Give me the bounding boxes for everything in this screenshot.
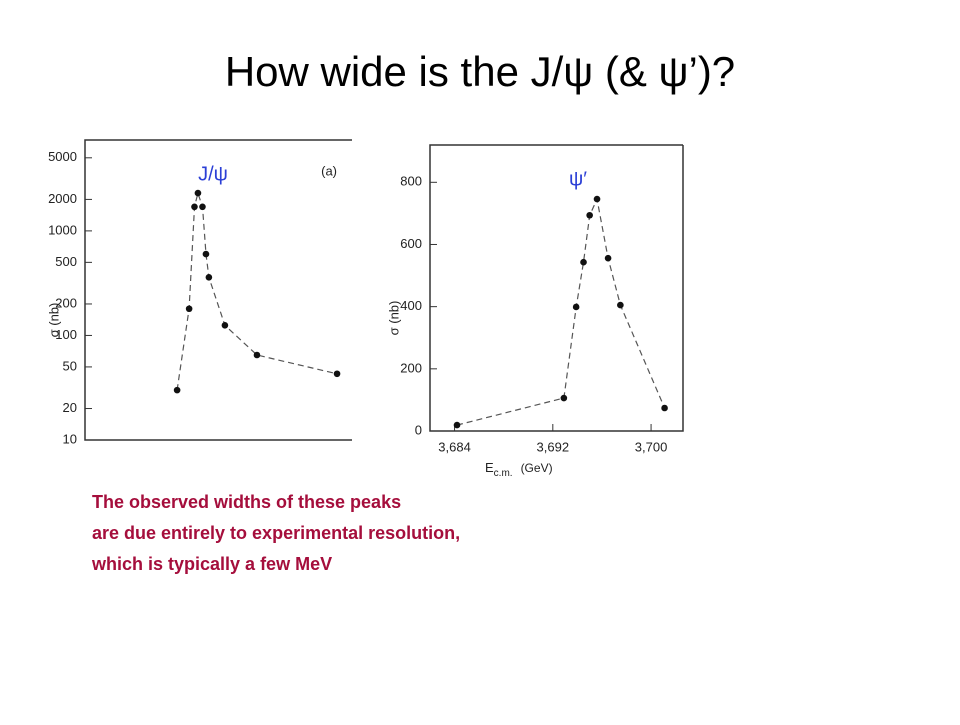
data-point (572, 303, 580, 311)
y-tick-label: 20 (63, 400, 77, 415)
y-tick-label: 200 (400, 360, 422, 375)
data-point (586, 211, 593, 219)
data-point (205, 273, 213, 281)
data-point (580, 258, 587, 266)
fit-curve (456, 197, 666, 426)
note-line: which is typically a few MeV (91, 554, 332, 574)
y-tick-label: 500 (55, 254, 77, 269)
y-axis-label: σ (nb) (386, 301, 401, 336)
data-point (221, 322, 229, 329)
data-point (604, 254, 612, 262)
peak-label: J/ψ (198, 163, 228, 185)
x-axis-label: Ec.m. (GeV) (485, 460, 553, 478)
x-tick-label: 3,700 (635, 439, 668, 454)
data-point (253, 351, 261, 359)
slide-title: How wide is the J/ψ (& ψ’)? (225, 48, 735, 95)
y-tick-label: 5000 (48, 149, 77, 164)
data-point (173, 386, 181, 394)
y-tick-label: 800 (400, 174, 422, 189)
x-label-unit: (GeV) (521, 461, 553, 475)
x-tick-label: 3,692 (537, 439, 570, 454)
data-point (202, 250, 210, 258)
data-point (194, 189, 202, 197)
data-point (191, 203, 198, 211)
y-tick-label: 200 (55, 295, 77, 310)
x-label-main: E (485, 460, 494, 475)
data-point (333, 370, 341, 378)
y-tick-label: 400 (400, 298, 422, 313)
y-tick-label: 10 (63, 431, 77, 446)
data-point (185, 305, 193, 313)
y-tick-label: 0 (415, 422, 422, 437)
data-point (199, 203, 206, 211)
data-point (560, 394, 568, 402)
fit-curve (176, 190, 338, 391)
frame (84, 139, 352, 441)
peak-label: ψ′ (569, 168, 587, 190)
data-point (453, 421, 461, 429)
x-label-sub: c.m. (494, 468, 513, 479)
y-tick-label: 50 (63, 358, 77, 373)
data-point (593, 195, 601, 203)
data-point (617, 301, 624, 309)
y-axis-label: σ (nb) (46, 303, 61, 338)
note-line: are due entirely to experimental resolut… (92, 523, 460, 543)
panel-label: (a) (321, 163, 337, 178)
y-tick-label: 600 (400, 236, 422, 251)
x-tick-label: 3,684 (438, 439, 471, 454)
y-tick-label: 100 (55, 327, 77, 342)
frame (429, 144, 684, 432)
note-line: The observed widths of these peaks (92, 492, 401, 512)
y-tick-label: 2000 (48, 191, 77, 206)
y-tick-label: 1000 (48, 222, 77, 237)
data-point (661, 404, 668, 412)
